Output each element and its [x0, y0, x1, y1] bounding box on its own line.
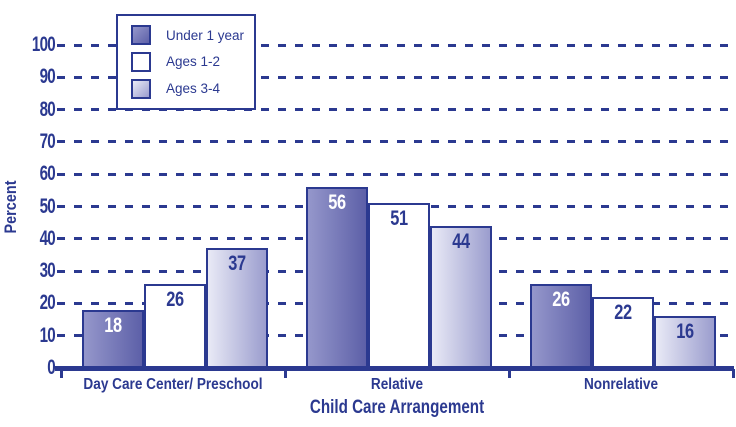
y-tick-label: 40 — [39, 226, 56, 250]
bar: 44 — [430, 225, 492, 370]
bar-value-label: 16 — [676, 320, 694, 344]
legend-item: Under 1 year — [131, 25, 250, 46]
legend-item: Ages 3-4 — [131, 78, 250, 99]
bar: 37 — [206, 248, 268, 370]
legend: Under 1 year Ages 1-2 Ages 3-4 — [116, 14, 256, 110]
legend-item: Ages 1-2 — [131, 51, 250, 72]
bar: 51 — [368, 203, 430, 370]
bar: 18 — [82, 309, 144, 370]
bar-value-label: 56 — [328, 191, 346, 215]
x-axis-title: Child Care Arrangement — [309, 397, 485, 418]
bar: 56 — [306, 187, 368, 370]
x-axis-line — [55, 366, 734, 371]
y-tick-label: 50 — [39, 194, 56, 218]
legend-label: Ages 1-2 — [166, 54, 221, 70]
bar: 22 — [592, 296, 654, 370]
y-tick-label: 100 — [31, 33, 56, 56]
bar-value-label: 22 — [614, 300, 632, 324]
gridline — [57, 140, 733, 144]
y-tick-label: 0 — [47, 356, 55, 379]
y-tick-label: 10 — [39, 323, 56, 347]
bar-value-label: 26 — [166, 288, 184, 312]
category-label: Relative — [370, 376, 424, 393]
x-axis-tick — [507, 369, 511, 378]
x-axis-tick — [731, 369, 735, 378]
x-axis-tick — [283, 369, 287, 378]
bar-value-label: 44 — [452, 229, 470, 253]
gridline — [57, 172, 733, 176]
category-label: Day Care Center/ Preschool — [83, 376, 263, 393]
y-tick-label: 20 — [39, 291, 56, 315]
legend-label: Under 1 year — [166, 27, 245, 43]
y-tick-label: 30 — [39, 259, 56, 283]
bar-value-label: 26 — [552, 288, 570, 312]
legend-label: Ages 3-4 — [166, 81, 221, 97]
gridline — [57, 75, 733, 79]
legend-swatch-under-1-year — [131, 25, 151, 46]
legend-swatch-ages-1-2 — [131, 51, 151, 72]
bar: 16 — [654, 316, 716, 370]
bar: 26 — [144, 284, 206, 370]
y-tick-label: 80 — [39, 97, 56, 121]
bar-value-label: 51 — [390, 207, 408, 231]
gridline — [57, 108, 733, 112]
x-axis-tick — [59, 369, 63, 378]
bar-value-label: 37 — [228, 252, 246, 276]
y-tick-label: 90 — [39, 65, 56, 89]
bar: 26 — [530, 284, 592, 370]
y-tick-label: 60 — [39, 162, 56, 186]
category-label: Nonrelative — [583, 376, 659, 393]
legend-swatch-ages-3-4 — [131, 78, 151, 99]
bar-value-label: 18 — [104, 313, 122, 337]
gridline — [57, 43, 733, 47]
y-tick-label: 70 — [39, 129, 56, 153]
